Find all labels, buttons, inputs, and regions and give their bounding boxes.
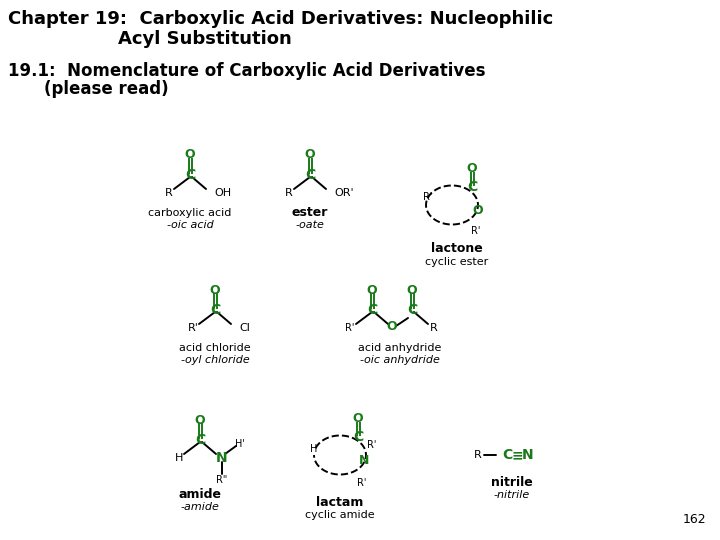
Text: Cl: Cl: [239, 323, 250, 333]
Text: R': R': [346, 323, 355, 333]
Text: C: C: [502, 448, 512, 462]
Text: carboxylic acid: carboxylic acid: [148, 208, 232, 218]
Text: nitrile: nitrile: [491, 476, 533, 489]
Text: O: O: [387, 320, 397, 333]
Text: R': R': [423, 192, 433, 202]
Text: R': R': [188, 323, 199, 333]
Text: -oate: -oate: [296, 220, 325, 230]
Text: C: C: [367, 303, 377, 317]
Text: O: O: [210, 284, 220, 296]
Text: OR': OR': [334, 188, 354, 198]
Text: R: R: [285, 188, 293, 198]
Text: lactone: lactone: [431, 242, 483, 255]
Text: -nitrile: -nitrile: [494, 490, 530, 500]
Text: H: H: [310, 444, 318, 454]
Text: acid chloride: acid chloride: [179, 343, 251, 353]
Text: lactam: lactam: [316, 496, 364, 510]
Text: R: R: [474, 450, 482, 460]
Text: O: O: [407, 284, 418, 296]
Text: C: C: [353, 430, 363, 444]
Text: Chapter 19:  Carboxylic Acid Derivatives: Nucleophilic: Chapter 19: Carboxylic Acid Derivatives:…: [8, 10, 553, 28]
Text: C: C: [185, 168, 195, 182]
Text: 19.1:  Nomenclature of Carboxylic Acid Derivatives: 19.1: Nomenclature of Carboxylic Acid De…: [8, 62, 485, 80]
Text: H': H': [235, 439, 245, 449]
Text: cyclic amide: cyclic amide: [305, 510, 375, 520]
Text: -amide: -amide: [181, 502, 220, 512]
Text: R': R': [357, 478, 366, 488]
Text: C: C: [195, 433, 205, 447]
Text: H: H: [175, 453, 183, 463]
Text: N: N: [522, 448, 534, 462]
Text: O: O: [353, 413, 364, 426]
Text: acid anhydride: acid anhydride: [359, 343, 441, 353]
Text: C: C: [407, 303, 417, 317]
Text: O: O: [305, 148, 315, 161]
Text: -oyl chloride: -oyl chloride: [181, 355, 249, 365]
Text: 162: 162: [683, 513, 706, 526]
Text: Acyl Substitution: Acyl Substitution: [118, 30, 292, 48]
Text: R: R: [430, 323, 438, 333]
Text: O: O: [194, 414, 205, 427]
Text: ≡: ≡: [512, 448, 523, 462]
Text: N: N: [359, 454, 369, 467]
Text: O: O: [185, 148, 195, 161]
Text: C: C: [305, 168, 315, 182]
Text: O: O: [467, 163, 477, 176]
Text: N: N: [216, 451, 228, 465]
Text: C: C: [210, 303, 220, 317]
Text: O: O: [473, 204, 483, 217]
Text: R": R": [216, 475, 228, 485]
Text: R': R': [472, 226, 481, 236]
Text: R: R: [165, 188, 173, 198]
Text: ester: ester: [292, 206, 328, 219]
Text: -oic acid: -oic acid: [166, 220, 213, 230]
Text: amide: amide: [179, 489, 222, 502]
Text: cyclic ester: cyclic ester: [426, 257, 489, 267]
Text: O: O: [366, 284, 377, 296]
Text: (please read): (please read): [44, 80, 168, 98]
Text: R': R': [367, 440, 377, 450]
Text: C: C: [467, 180, 477, 194]
Text: -oic anhydride: -oic anhydride: [360, 355, 440, 365]
Text: OH: OH: [214, 188, 231, 198]
